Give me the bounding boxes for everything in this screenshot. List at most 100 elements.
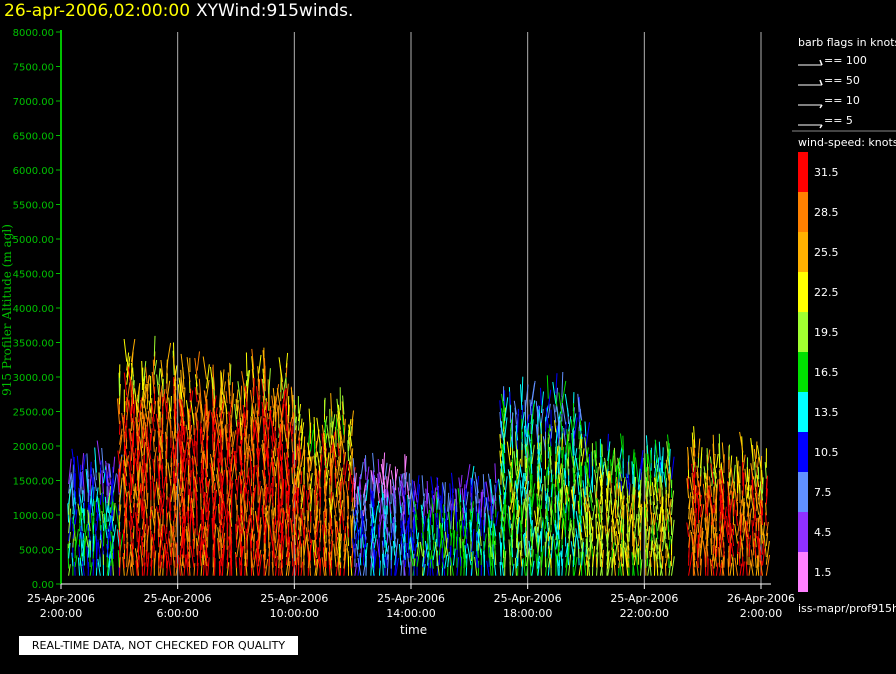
y-tick-label: 2500.00: [13, 408, 54, 419]
wind-barb: [573, 479, 576, 494]
wind-barb: [753, 540, 757, 559]
wind-barb: [427, 550, 430, 566]
wind-barb: [163, 524, 168, 545]
wind-barb: [71, 448, 76, 473]
wind-barb: [278, 401, 283, 426]
wind-barb: [577, 393, 580, 413]
wind-barb: [179, 439, 183, 464]
wind-barb: [566, 458, 570, 476]
wind-barb: [529, 497, 532, 515]
wind-barb: [760, 491, 763, 508]
wind-barb: [548, 496, 552, 516]
wind-barb: [666, 543, 670, 559]
wind-barb: [456, 521, 458, 542]
wind-barb: [587, 561, 591, 576]
wind-barb: [256, 465, 260, 487]
wind-barb: [385, 553, 388, 569]
wind-barb: [319, 520, 322, 533]
wind-barb: [173, 409, 177, 434]
wind-barb: [614, 485, 616, 498]
wind-barb: [743, 515, 748, 537]
wind-barb: [495, 511, 499, 527]
wind-barb: [598, 462, 603, 486]
wind-barb: [219, 429, 222, 446]
wind-barb: [297, 445, 299, 461]
wind-barb: [393, 503, 397, 523]
wind-barb: [324, 451, 327, 469]
wind-barb: [253, 484, 257, 502]
wind-barb: [319, 528, 322, 543]
wind-barb: [160, 430, 164, 452]
wind-barb: [659, 456, 663, 478]
wind-barb: [159, 530, 164, 551]
wind-barb: [414, 514, 418, 530]
wind-barb: [721, 532, 725, 548]
wind-barb: [534, 526, 539, 540]
wind-barb: [704, 517, 707, 531]
wind-barb: [696, 472, 699, 488]
wind-barb: [709, 558, 713, 576]
wind-barb: [273, 466, 276, 488]
wind-barb: [431, 524, 434, 540]
wind-barb: [666, 519, 670, 533]
wind-barb: [514, 480, 519, 500]
speed-swatch: [798, 512, 808, 552]
wind-barb: [126, 352, 130, 371]
wind-barb: [181, 417, 185, 435]
wind-barb: [362, 493, 367, 511]
wind-barb: [379, 514, 383, 530]
wind-barb: [398, 543, 402, 566]
wind-barb: [765, 502, 767, 516]
wind-barb: [573, 417, 578, 439]
wind-barb: [735, 509, 738, 526]
wind-barb: [665, 552, 669, 567]
wind-barb: [201, 509, 204, 523]
wind-barb: [720, 500, 723, 522]
wind-barb: [89, 549, 91, 568]
wind-barb: [718, 433, 721, 460]
wind-barb: [665, 446, 670, 469]
wind-barb: [739, 563, 743, 576]
wind-barb: [189, 388, 192, 402]
wind-barb: [382, 509, 386, 529]
wind-barb: [526, 457, 530, 477]
wind-barb: [219, 452, 222, 466]
wind-barb: [80, 505, 83, 521]
wind-barb: [668, 499, 672, 515]
wind-barb: [386, 489, 392, 514]
wind-barb: [702, 483, 707, 505]
wind-barb: [482, 519, 485, 541]
wind-barb: [714, 527, 717, 541]
y-tick-label: 7000.00: [13, 97, 54, 108]
wind-barb: [88, 524, 91, 542]
wind-barb: [147, 410, 152, 434]
wind-barb: [457, 488, 462, 512]
wind-barb: [153, 508, 156, 534]
speed-swatch: [798, 192, 808, 232]
wind-barbs: [67, 335, 770, 576]
wind-barb: [239, 471, 242, 485]
wind-barb: [105, 460, 109, 486]
wind-barb: [162, 543, 166, 559]
wind-barb: [359, 553, 362, 566]
wind-barb: [138, 555, 140, 568]
wind-barb: [255, 417, 259, 434]
wind-barb: [143, 442, 146, 456]
wind-barb: [80, 532, 83, 557]
wind-barb: [498, 494, 502, 512]
wind-barb: [586, 486, 591, 508]
wind-barb: [188, 408, 191, 422]
wind-barb: [191, 438, 195, 455]
wind-barb: [342, 395, 345, 415]
wind-barb: [70, 473, 74, 496]
wind-barb: [397, 487, 402, 506]
wind-barb: [744, 468, 748, 490]
wind-barb: [355, 509, 359, 523]
wind-barb: [143, 361, 147, 382]
wind-barb: [222, 545, 226, 567]
wind-barb: [294, 557, 298, 576]
wind-barb: [293, 399, 296, 423]
wind-barb: [749, 484, 754, 510]
wind-barb: [297, 540, 301, 557]
wind-barb: [493, 496, 497, 510]
